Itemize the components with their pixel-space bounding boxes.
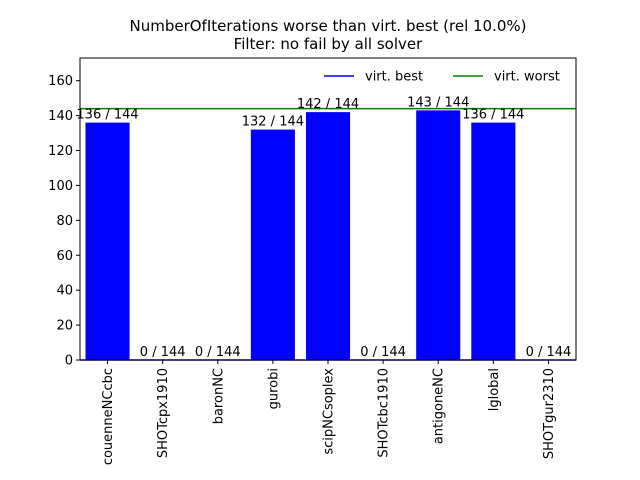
legend-label-virt-best: virt. best [365,70,423,85]
data-label-lglobal: 136 / 144 [462,108,524,123]
x-tick-label-SHOTcpx1910: SHOTcpx1910 [156,368,171,458]
data-label-SHOTgur2310: 0 / 144 [526,345,572,360]
plot-area: 136 / 144 0 / 144 0 / 144 132 / 144 142 / 14… [48,57,577,465]
data-label-scipNCsoplex: 142 / 144 [297,97,359,112]
x-tick-label-lglobal: lglobal [487,368,502,411]
legend-label-virt-worst: virt. worst [494,70,560,85]
data-label-SHOTcpx1910: 0 / 144 [140,345,186,360]
data-label-SHOTcbc1910: 0 / 144 [360,345,406,360]
legend: virt. best virt. worst [324,70,560,85]
bar-gurobi [250,129,295,360]
chart-subtitle: Filter: no fail by all solver [234,35,423,53]
y-tick-label-120: 120 [48,144,73,159]
y-tick-label-160: 160 [48,74,73,89]
x-tick-label-SHOTcbc1910: SHOTcbc1910 [377,368,392,458]
chart-title: NumberOfIterations worse than virt. best… [129,17,526,35]
data-label-couenneNCcbc: 136 / 144 [76,108,138,123]
x-tick-label-gurobi: gurobi [266,368,281,409]
x-tick-label-SHOTgur2310: SHOTgur2310 [542,368,557,459]
data-label-baronNC: 0 / 144 [195,345,241,360]
x-tick-label-couenneNCcbc: couenneNCcbc [101,368,116,465]
data-label-gurobi: 132 / 144 [242,115,304,130]
bar-antigoneNC [416,110,461,361]
x-tick-label-antigoneNC: antigoneNC [432,368,447,444]
y-tick-label-100: 100 [48,179,73,194]
bar-lglobal [471,122,516,360]
x-tick-label-scipNCsoplex: scipNCsoplex [322,368,337,455]
y-tick-label-80: 80 [56,214,73,229]
bar-scipNCsoplex [305,112,351,361]
data-label-antigoneNC: 143 / 144 [407,95,469,110]
bar-couenneNCcbc [85,122,130,360]
y-tick-label-60: 60 [56,249,73,264]
y-tick-label-40: 40 [56,284,73,299]
chart-title-group: NumberOfIterations worse than virt. best… [129,17,526,53]
y-tick-label-0: 0 [65,354,73,369]
x-tick-label-baronNC: baronNC [211,368,226,424]
y-tick-label-140: 140 [48,109,73,124]
y-tick-label-20: 20 [56,319,73,334]
